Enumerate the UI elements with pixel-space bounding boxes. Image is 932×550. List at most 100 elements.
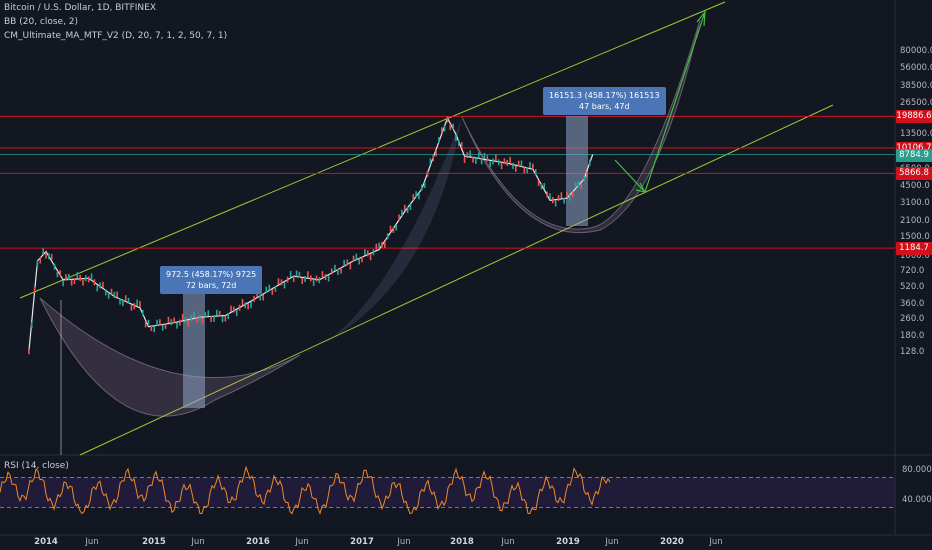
price-tick-label: 56000.0 — [900, 63, 932, 74]
candle — [406, 206, 409, 213]
candle — [512, 162, 514, 169]
candle — [475, 157, 477, 164]
arrow-head — [696, 10, 706, 27]
measure-callout-2015: 972.5 (458.17%) 9725 72 bars, 72d — [160, 266, 263, 294]
candle — [201, 317, 204, 324]
candle — [147, 319, 150, 326]
candle — [82, 279, 84, 286]
candle — [330, 268, 333, 275]
candle — [452, 123, 454, 130]
candle — [204, 312, 207, 319]
candle — [352, 255, 355, 262]
candle — [262, 294, 265, 301]
price-tick-label: 260.0 — [900, 313, 925, 324]
candle — [298, 271, 301, 278]
candle — [426, 170, 429, 177]
candle — [440, 127, 443, 134]
callout-line: 972.5 (458.17%) 9725 — [166, 270, 257, 279]
price-tag: 1184.7 — [896, 242, 932, 256]
legend-bb[interactable]: BB (20, close, 2) — [4, 17, 79, 27]
time-tick-label: 2016 — [246, 537, 270, 547]
candle — [361, 256, 363, 263]
candle — [466, 152, 469, 159]
candle — [480, 158, 483, 165]
candle — [446, 116, 449, 123]
candle — [48, 253, 50, 260]
candle — [337, 269, 339, 276]
candle — [133, 303, 136, 310]
candle — [463, 156, 466, 163]
candle — [93, 279, 96, 286]
candle — [532, 163, 534, 170]
candle — [213, 315, 215, 322]
time-tick-label: 2019 — [556, 537, 580, 547]
candle — [569, 194, 571, 201]
candle — [218, 310, 221, 317]
candle — [358, 258, 360, 265]
candle — [150, 324, 153, 331]
candle — [196, 316, 198, 323]
candle — [415, 191, 417, 198]
candle — [552, 197, 554, 204]
candle — [187, 320, 190, 327]
candle — [526, 167, 528, 174]
candle — [318, 277, 321, 284]
candle — [274, 285, 277, 292]
candle — [33, 287, 36, 294]
candle — [346, 259, 349, 266]
main-pane — [0, 0, 895, 455]
candle — [321, 271, 324, 278]
price-tick-label: 128.0 — [900, 347, 925, 357]
candle — [349, 263, 352, 270]
price-line — [28, 116, 594, 352]
candle — [119, 298, 121, 305]
candle — [227, 312, 230, 319]
candle — [73, 278, 76, 285]
candle — [543, 183, 546, 190]
candle — [472, 156, 474, 163]
legend-rsi[interactable]: RSI (14, close) — [4, 461, 69, 471]
candle — [586, 171, 588, 178]
price-tick-label: 360.0 — [900, 298, 925, 309]
candle — [153, 326, 155, 333]
candle — [364, 249, 366, 256]
candle — [438, 137, 440, 144]
candle — [295, 270, 298, 277]
candle — [514, 165, 517, 172]
candle — [392, 226, 395, 233]
candle — [549, 193, 551, 200]
candle — [343, 259, 345, 266]
candle — [495, 154, 497, 161]
candle — [107, 292, 110, 299]
price-tick-label: 1000.0 — [900, 251, 930, 261]
rsi-tick-label: 80.0000 — [902, 465, 932, 475]
legend-symbol[interactable]: Bitcoin / U.S. Dollar, 1D, BITFINEX — [4, 3, 156, 13]
candle — [122, 299, 124, 306]
candle — [130, 304, 133, 311]
cup-arc-2018 — [461, 19, 701, 234]
candle — [127, 297, 130, 304]
candle — [156, 319, 158, 326]
candle — [366, 250, 369, 257]
candle — [315, 275, 318, 282]
candle — [67, 273, 70, 280]
time-tick-label: 2020 — [660, 537, 684, 547]
candle — [144, 321, 147, 328]
candle — [244, 302, 247, 309]
candle — [271, 288, 274, 295]
candle — [301, 277, 304, 284]
candle — [523, 167, 526, 174]
candle — [389, 225, 392, 232]
time-tick-label: 2017 — [350, 537, 374, 547]
candle — [537, 180, 540, 187]
candle — [432, 154, 435, 161]
candle — [28, 348, 30, 355]
candle — [381, 241, 383, 248]
candle — [70, 279, 73, 286]
price-tick-label: 38500.0 — [900, 80, 932, 91]
candle — [161, 324, 164, 331]
candle — [477, 152, 480, 159]
legend-ma[interactable]: CM_Ultimate_MA_MTF_V2 (D, 20, 7, 1, 2, 5… — [4, 31, 228, 41]
